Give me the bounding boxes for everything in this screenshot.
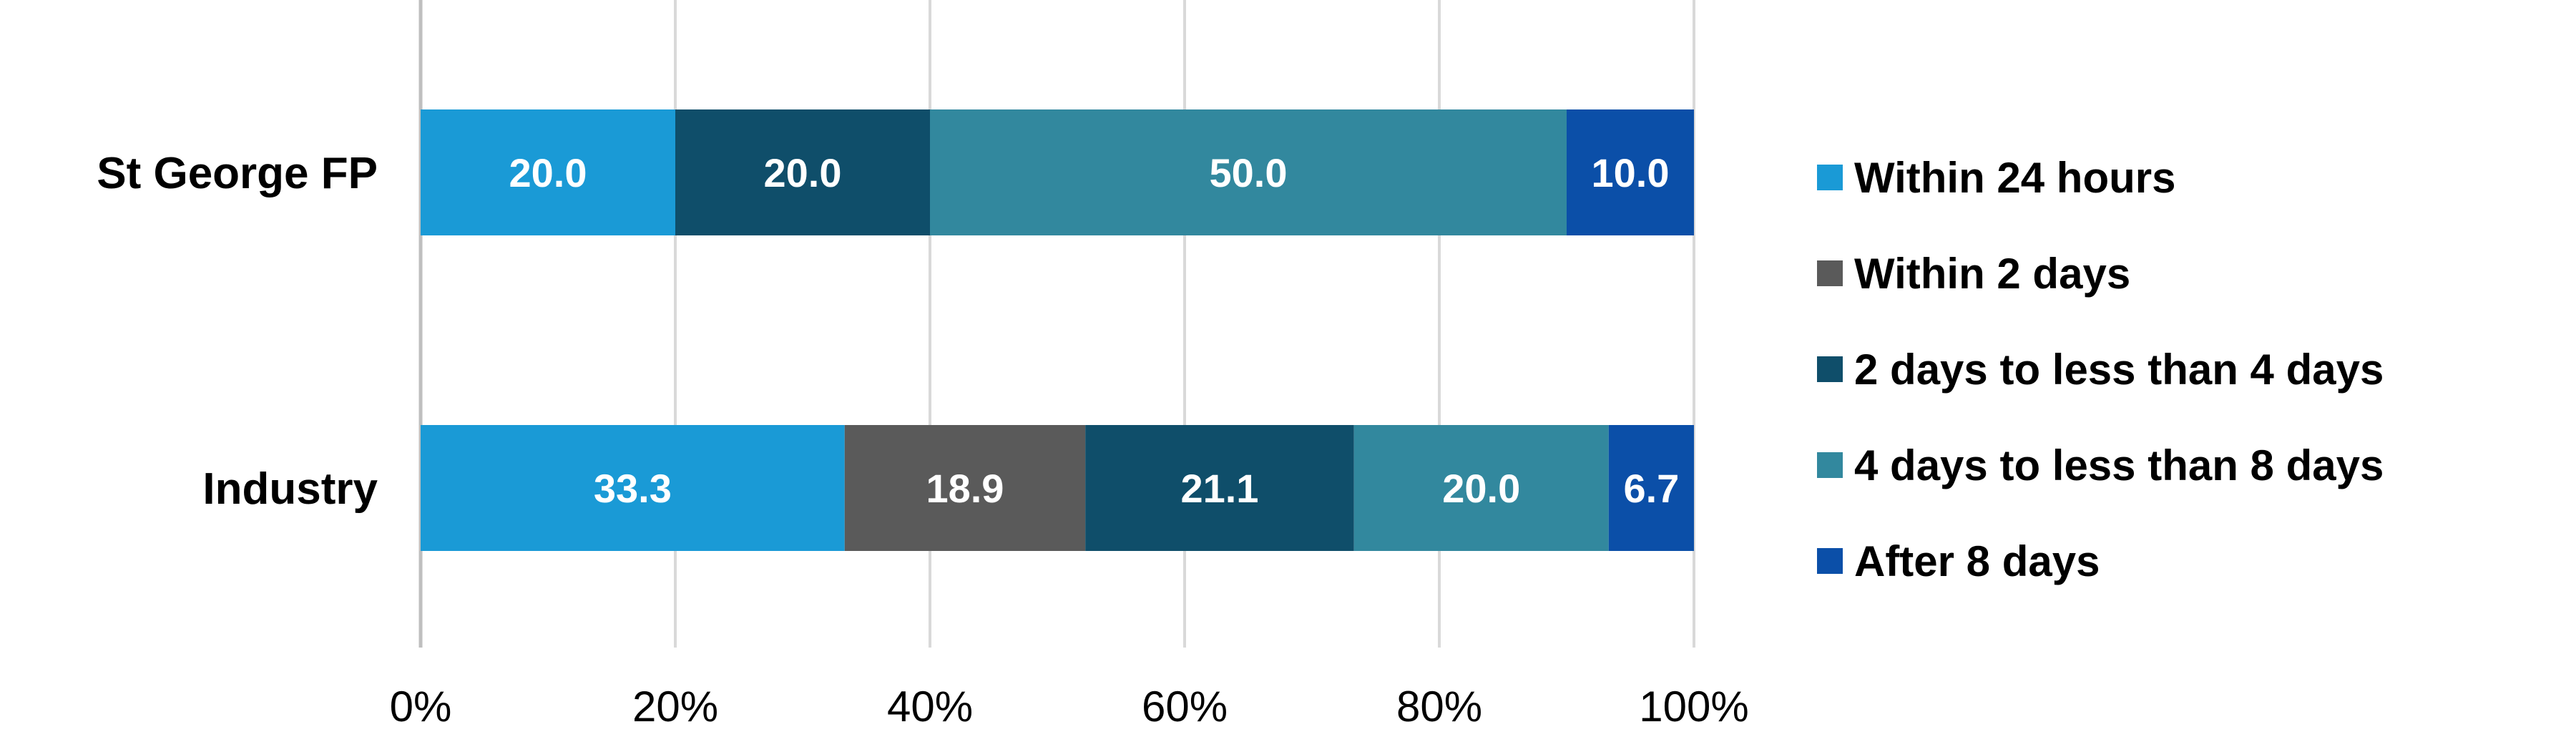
bar-segment — [1608, 425, 1694, 551]
legend-swatch — [1817, 452, 1843, 478]
data-label: 6.7 — [1623, 466, 1679, 511]
legend-label: Within 24 hours — [1854, 154, 2175, 202]
data-label: 20.0 — [764, 150, 842, 195]
category-label: St George FP — [97, 149, 378, 198]
category-label: Industry — [202, 464, 378, 514]
bar-segment — [421, 109, 675, 235]
legend-swatch — [1817, 548, 1843, 574]
bar-segment — [421, 425, 845, 551]
legend-label: After 8 days — [1854, 537, 2100, 585]
data-label: 10.0 — [1592, 150, 1670, 195]
data-label: 20.0 — [1442, 466, 1520, 511]
data-label: 21.1 — [1180, 466, 1258, 511]
legend-swatch — [1817, 165, 1843, 190]
bar-segment — [930, 109, 1567, 235]
legend-label: 2 days to less than 4 days — [1854, 346, 2384, 394]
data-label: 20.0 — [509, 150, 587, 195]
x-tick-label: 0% — [390, 683, 452, 731]
x-tick-label: 100% — [1639, 683, 1748, 731]
data-label: 50.0 — [1210, 150, 1288, 195]
bars: 20.0 20.0 50.0 10.0 33.3 18.9 21.1 20.0 6.7 — [421, 109, 1694, 551]
x-tick-label: 20% — [632, 683, 718, 731]
legend-swatch — [1817, 260, 1843, 286]
category-labels: St George FP Industry — [97, 149, 378, 514]
bar-segment — [1353, 425, 1609, 551]
data-label: 18.9 — [926, 466, 1004, 511]
x-tick-label: 60% — [1142, 683, 1228, 731]
bar-segment — [844, 425, 1086, 551]
legend-label: 4 days to less than 8 days — [1854, 441, 2384, 489]
legend-label: Within 2 days — [1854, 250, 2130, 298]
data-label: 33.3 — [594, 466, 672, 511]
x-axis-tick-labels: 0% 20% 40% 60% 80% 100% — [390, 683, 1749, 731]
legend: Within 24 hours Within 2 days 2 days to le… — [1817, 154, 2384, 585]
bar-segment — [1085, 425, 1354, 551]
x-tick-label: 80% — [1396, 683, 1482, 731]
bar-segment — [675, 109, 930, 235]
x-tick-label: 40% — [887, 683, 973, 731]
legend-swatch — [1817, 356, 1843, 382]
bar-segment — [1567, 109, 1694, 235]
